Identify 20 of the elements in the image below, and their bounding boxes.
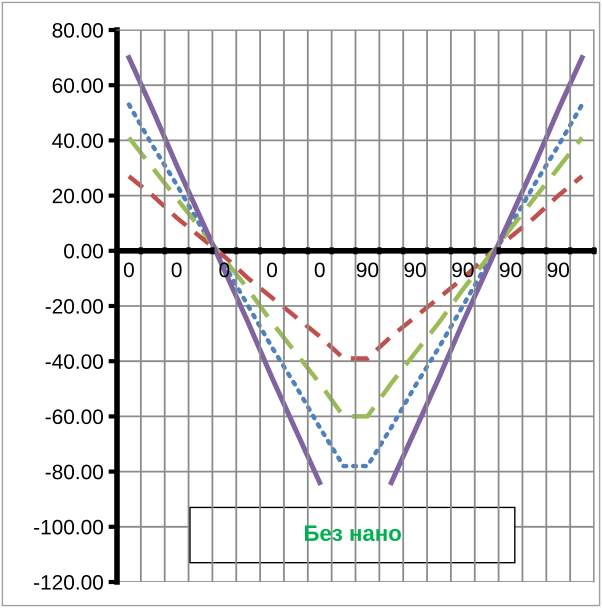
y-tick-label: -20.00 bbox=[46, 299, 103, 314]
x-tick-label: 0 bbox=[267, 262, 278, 278]
y-tick-label: 0.00 bbox=[64, 244, 103, 259]
x-tick-label: 90 bbox=[500, 262, 522, 278]
y-tick-label: -120.00 bbox=[34, 575, 103, 590]
y-tick-label: -100.00 bbox=[34, 520, 103, 535]
x-tick-label: 0 bbox=[172, 262, 182, 278]
x-tick-label: 90 bbox=[404, 262, 426, 278]
y-tick-label: 60.00 bbox=[52, 78, 103, 93]
y-tick-label: -60.00 bbox=[46, 409, 103, 424]
y-tick-label: -80.00 bbox=[46, 464, 103, 480]
y-tick-label: 40.00 bbox=[52, 133, 103, 148]
x-tick-label: 0 bbox=[124, 262, 134, 278]
x-tick-label: 90 bbox=[548, 262, 569, 278]
annotation: Без нано bbox=[304, 526, 401, 542]
y-tick-label: 20.00 bbox=[52, 188, 103, 204]
y-tick-label: -40.00 bbox=[46, 354, 103, 369]
y-tick-label: 80.00 bbox=[52, 23, 103, 38]
x-tick-label: 0 bbox=[314, 262, 325, 278]
x-tick-label: 90 bbox=[356, 262, 378, 278]
